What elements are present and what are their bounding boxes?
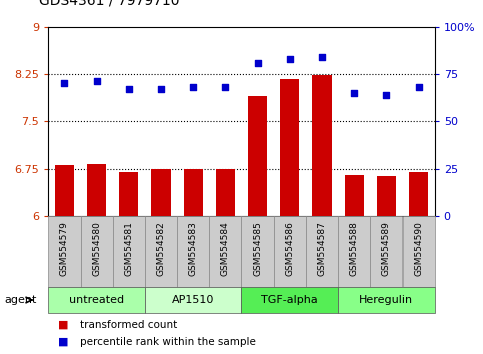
Text: GSM554586: GSM554586 — [285, 222, 294, 276]
Bar — [48, 287, 145, 313]
Bar — [409, 172, 428, 216]
Bar — [280, 79, 299, 216]
Point — [222, 84, 229, 90]
Bar — [81, 216, 113, 287]
Bar — [377, 176, 396, 216]
Bar — [209, 216, 242, 287]
Bar — [402, 216, 435, 287]
Text: GSM554583: GSM554583 — [189, 222, 198, 276]
Point — [415, 84, 423, 90]
Point — [254, 60, 261, 65]
Text: GSM554581: GSM554581 — [124, 222, 133, 276]
Text: AP1510: AP1510 — [172, 295, 214, 305]
Text: percentile rank within the sample: percentile rank within the sample — [80, 337, 256, 347]
Text: TGF-alpha: TGF-alpha — [261, 295, 318, 305]
Point — [350, 90, 358, 96]
Point — [93, 79, 100, 84]
Text: GSM554589: GSM554589 — [382, 222, 391, 276]
Text: GSM554579: GSM554579 — [60, 222, 69, 276]
Text: ■: ■ — [58, 337, 69, 347]
Bar — [242, 287, 338, 313]
Point — [383, 92, 390, 98]
Bar — [242, 216, 274, 287]
Text: GSM554588: GSM554588 — [350, 222, 359, 276]
Bar — [55, 165, 74, 216]
Text: GSM554584: GSM554584 — [221, 222, 230, 276]
Bar — [184, 169, 203, 216]
Point — [286, 56, 294, 62]
Text: transformed count: transformed count — [80, 320, 177, 330]
Bar — [177, 216, 209, 287]
Bar — [113, 216, 145, 287]
Bar — [119, 172, 139, 216]
Bar — [145, 216, 177, 287]
Bar — [87, 164, 106, 216]
Text: GDS4361 / 7979710: GDS4361 / 7979710 — [39, 0, 179, 7]
Bar — [344, 175, 364, 216]
Point — [318, 54, 326, 60]
Bar — [151, 169, 170, 216]
Bar — [370, 216, 402, 287]
Point — [125, 86, 133, 92]
Text: GSM554582: GSM554582 — [156, 222, 166, 276]
Bar — [338, 216, 370, 287]
Text: GSM554590: GSM554590 — [414, 222, 423, 276]
Text: GSM554585: GSM554585 — [253, 222, 262, 276]
Bar — [145, 287, 242, 313]
Text: GSM554580: GSM554580 — [92, 222, 101, 276]
Bar — [48, 216, 81, 287]
Bar — [274, 216, 306, 287]
Bar — [313, 75, 332, 216]
Point — [60, 80, 68, 86]
Point — [189, 84, 197, 90]
Text: agent: agent — [5, 295, 37, 305]
Text: ■: ■ — [58, 320, 69, 330]
Bar — [216, 169, 235, 216]
Text: untreated: untreated — [69, 295, 124, 305]
Bar — [338, 287, 435, 313]
Bar — [306, 216, 338, 287]
Bar — [248, 96, 267, 216]
Text: Heregulin: Heregulin — [359, 295, 413, 305]
Text: GSM554587: GSM554587 — [317, 222, 327, 276]
Point — [157, 86, 165, 92]
